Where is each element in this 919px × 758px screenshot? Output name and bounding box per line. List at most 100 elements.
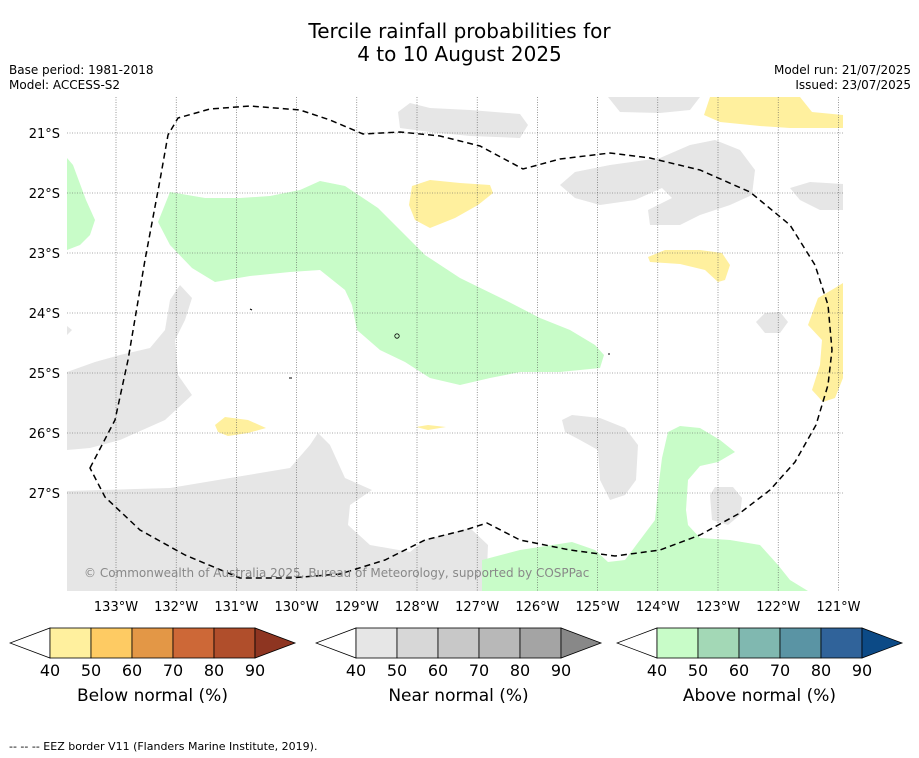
longitude-label: 124°W — [636, 600, 680, 615]
colorbar-tick-label: 60 — [122, 661, 142, 680]
longitude-label: 130°W — [275, 600, 319, 615]
above-normal-area — [482, 426, 808, 591]
colorbar-segment — [172, 627, 215, 659]
colorbar-min-extension — [616, 627, 658, 659]
colorbar-segment — [738, 627, 781, 659]
copyright-text: © Commonwealth of Australia 2025, Bureau… — [84, 566, 589, 580]
rainfall-map: © Commonwealth of Australia 2025, Bureau… — [29, 97, 861, 615]
below-normal-regions — [215, 97, 843, 436]
above-normal-area — [158, 181, 604, 385]
colorbar-tick-label: 40 — [40, 661, 60, 680]
below-normal-area — [808, 283, 843, 402]
near-normal-area — [67, 433, 488, 591]
colorbar-title: Near normal (%) — [388, 686, 529, 706]
colorbar-segment — [437, 627, 480, 659]
colorbar-tick-label: 90 — [551, 661, 571, 680]
model-run: Model run: 21/07/2025 — [773, 63, 911, 77]
colorbar-title: Below normal (%) — [77, 686, 228, 706]
colorbar-segment — [213, 627, 256, 659]
colorbar-segment — [49, 627, 92, 659]
colorbar-max-extension — [560, 627, 603, 659]
colorbar: 40 50 60 70 80 90 — [9, 627, 297, 680]
colorbar-segment — [90, 627, 133, 659]
base-period: Base period: 1981-2018 — [9, 63, 154, 77]
colorbar-segment — [779, 627, 822, 659]
colorbar-tick-label: 70 — [770, 661, 790, 680]
latitude-label: 27°S — [29, 487, 60, 502]
colorbar-segment — [396, 627, 439, 659]
near-normal-area — [67, 285, 192, 450]
colorbar-segment — [355, 627, 398, 659]
near-normal-area — [398, 103, 528, 138]
below-normal-area — [704, 97, 843, 128]
issued-date: Issued: 23/07/2025 — [795, 78, 911, 92]
latitude-label: 21°S — [29, 127, 60, 142]
below-normal-area — [648, 250, 730, 282]
colorbar-tick-label: 80 — [204, 661, 224, 680]
longitude-label: 127°W — [455, 600, 499, 615]
near-normal-area — [790, 182, 843, 210]
colorbar-title: Above normal (%) — [682, 686, 837, 706]
map-title-line2: 4 to 10 August 2025 — [357, 42, 562, 66]
colorbar-tick-label: 40 — [647, 661, 667, 680]
colorbar-tick-label: 80 — [510, 661, 530, 680]
latitude-label: 25°S — [29, 367, 60, 382]
longitude-label: 133°W — [94, 600, 138, 615]
colorbar-max-extension — [254, 627, 297, 659]
longitude-label: 126°W — [515, 600, 559, 615]
colorbar-tick-label: 40 — [346, 661, 366, 680]
longitude-label: 123°W — [696, 600, 740, 615]
colorbar-tick-label: 80 — [811, 661, 831, 680]
near-normal-area — [608, 97, 700, 113]
map-title-line1: Tercile rainfall probabilities for — [308, 19, 611, 43]
contour-marker — [394, 333, 400, 339]
below-normal-area — [409, 180, 493, 228]
colorbar-tick-label: 50 — [387, 661, 407, 680]
longitude-label: 121°W — [816, 600, 860, 615]
colorbar-segment — [697, 627, 740, 659]
colorbar-tick-label: 50 — [81, 661, 101, 680]
eez-footer-note: -- -- -- EEZ border V11 (Flanders Marine… — [9, 740, 318, 753]
map-area — [67, 97, 843, 591]
colorbar-tick-label: 70 — [469, 661, 489, 680]
above-normal-regions — [67, 158, 808, 591]
colorbar-max-extension — [861, 627, 904, 659]
near-normal-area — [756, 312, 788, 333]
eez-border — [89, 105, 833, 579]
longitude-label: 122°W — [756, 600, 800, 615]
colorbar-tick-label: 60 — [729, 661, 749, 680]
colorbar-segment — [478, 627, 521, 659]
longitude-label: 125°W — [576, 600, 620, 615]
below-normal-area — [215, 417, 266, 436]
latitude-label: 24°S — [29, 307, 60, 322]
latitude-labels: 21°S 22°S 23°S 24°S 25°S 26°S 27°S — [29, 127, 60, 502]
colorbar-tick-label: 50 — [688, 661, 708, 680]
longitude-label: 128°W — [395, 600, 439, 615]
colorbar-tick-label: 90 — [245, 661, 265, 680]
contour-markers — [249, 308, 610, 379]
colorbar-segment — [131, 627, 174, 659]
colorbar-segment — [519, 627, 562, 659]
colorbar-tick-label: 70 — [163, 661, 183, 680]
colorbar-tick-label: 90 — [852, 661, 872, 680]
near-normal-area — [562, 415, 638, 500]
colorbar: 40 50 60 70 80 90 — [315, 627, 603, 680]
longitude-label: 131°W — [214, 600, 258, 615]
contour-marker — [249, 308, 253, 311]
colorbar-segment — [656, 627, 699, 659]
above-normal-area — [67, 158, 95, 250]
below-normal-area — [416, 425, 446, 430]
longitude-label: 129°W — [335, 600, 379, 615]
colorbar: 40 50 60 70 80 90 — [616, 627, 904, 680]
model-name: Model: ACCESS-S2 — [9, 78, 121, 92]
near-normal-area — [67, 326, 72, 335]
colorbar-segment — [820, 627, 863, 659]
graticule — [67, 97, 843, 591]
longitude-label: 132°W — [154, 600, 198, 615]
latitude-label: 23°S — [29, 247, 60, 262]
latitude-label: 26°S — [29, 427, 60, 442]
colorbar-tick-label: 60 — [428, 661, 448, 680]
latitude-label: 22°S — [29, 187, 60, 202]
colorbar-min-extension — [315, 627, 357, 659]
colorbar-min-extension — [9, 627, 51, 659]
